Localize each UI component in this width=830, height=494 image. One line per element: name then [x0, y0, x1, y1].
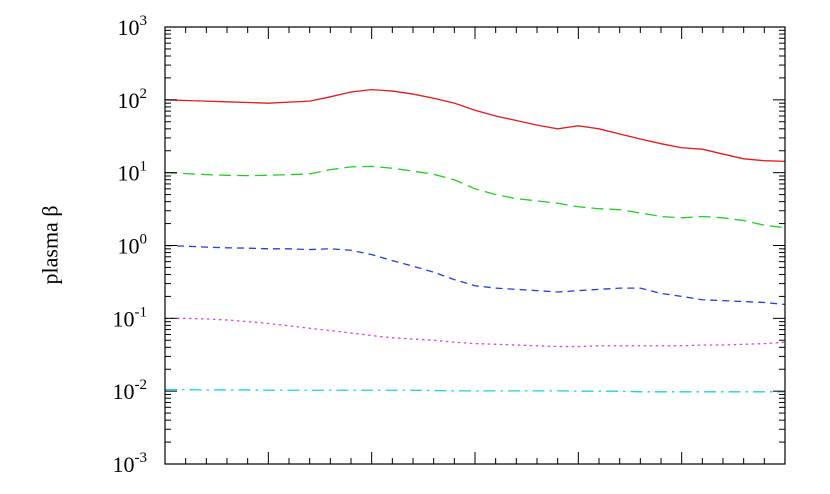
- y-tick-label: 10-2: [113, 377, 148, 404]
- y-axis-tick-labels: 10-3 10-2 10-1 100 101 102 103: [113, 13, 148, 477]
- series-line-2: [164, 165, 786, 229]
- y-tick-label: 10-3: [113, 450, 148, 477]
- y-tick-label: 10-1: [113, 304, 148, 331]
- y-axis-ticks: [165, 26, 785, 465]
- series-line-1: [164, 88, 786, 162]
- y-tick-label: 100: [118, 232, 148, 259]
- plot-frame: [164, 26, 786, 465]
- series-line-3: [164, 244, 786, 306]
- series-layer: [164, 88, 786, 393]
- y-axis-label: plasma β: [38, 205, 63, 284]
- x-axis-ticks: [164, 27, 786, 464]
- y-tick-label: 103: [118, 13, 148, 40]
- series-line-4: [165, 317, 786, 348]
- series-line-5: [165, 388, 785, 393]
- y-tick-label: 102: [118, 86, 148, 113]
- y-tick-label: 101: [118, 159, 148, 186]
